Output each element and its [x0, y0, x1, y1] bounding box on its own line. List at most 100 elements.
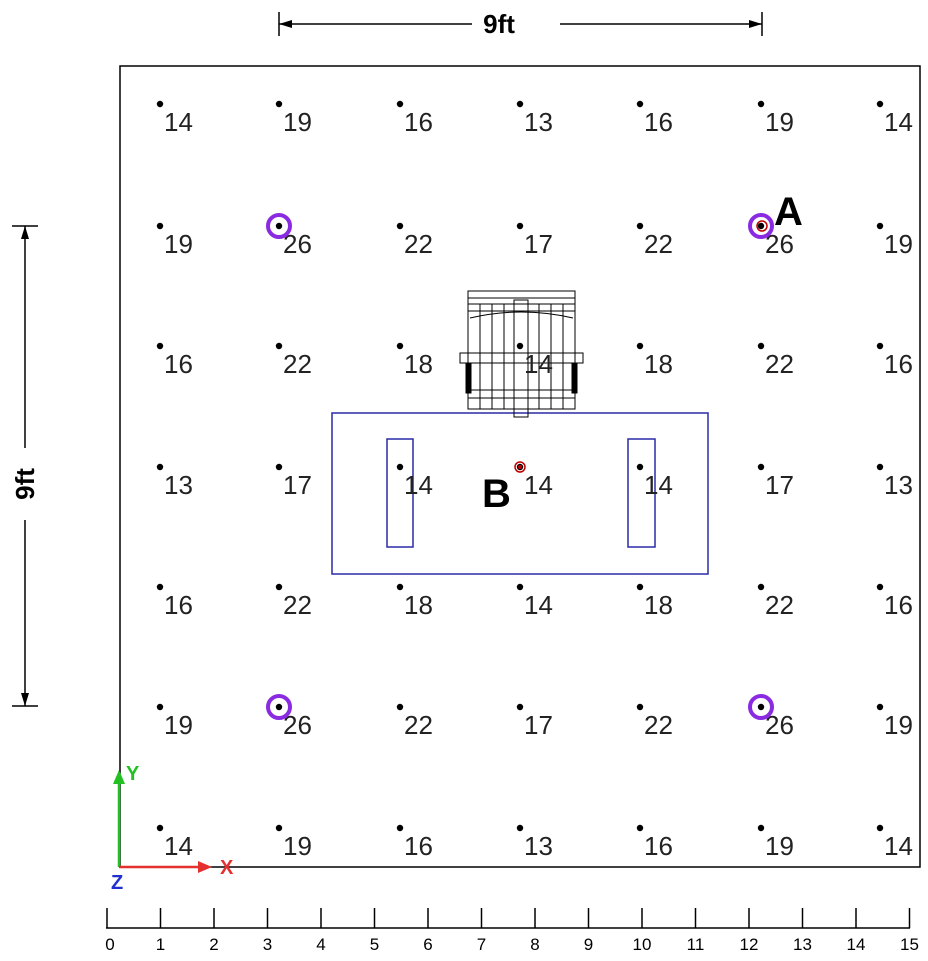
grid-point: 16 [156, 342, 193, 379]
height-dimension-arrow-top [21, 226, 29, 239]
scale-tick-label: 15 [900, 935, 919, 954]
width-dimension-label: 9ft [483, 9, 515, 39]
grid-point-dot [516, 703, 524, 711]
grid-point-dot [156, 583, 164, 591]
grid-point-value: 16 [164, 590, 193, 620]
grid-point-value: 22 [404, 229, 433, 259]
grid-point-dot [275, 583, 283, 591]
y-axis-arrow [113, 770, 125, 784]
grid-point-dot [636, 463, 644, 471]
grid-point-dot [757, 463, 765, 471]
marker-a-dot [756, 220, 768, 232]
room-outline [119, 65, 921, 868]
grid-point-dot [757, 342, 765, 350]
grid-point: 14 [156, 100, 193, 137]
grid-point-value: 14 [404, 470, 433, 500]
grid-point-dot [636, 342, 644, 350]
grid-point-dot [396, 342, 404, 350]
fixture-ring-4 [748, 694, 774, 720]
grid-point-dot [636, 583, 644, 591]
grid-point-value: 19 [884, 710, 913, 740]
grid-point-value: 22 [765, 590, 794, 620]
z-axis-label: Z [111, 872, 123, 894]
marker-a-label: A [774, 190, 803, 234]
width-dimension: 9ft [278, 9, 763, 39]
grid-point: 19 [275, 824, 312, 861]
grid-point-value: 13 [884, 470, 913, 500]
grid-point-value: 13 [524, 107, 553, 137]
grid-point: 22 [275, 583, 312, 620]
scale-tick-label: 0 [105, 935, 114, 954]
grid-point-dot [396, 100, 404, 108]
grid-point-dot [396, 463, 404, 471]
scale-tick-label: 4 [316, 935, 325, 954]
grid-point-dot [396, 703, 404, 711]
grid-point-value: 14 [524, 590, 553, 620]
table-right-panel [627, 438, 656, 548]
grid-point-value: 17 [524, 229, 553, 259]
grid-point-dot [516, 342, 524, 350]
grid-point: 14 [876, 100, 913, 137]
grid-point: 18 [396, 583, 433, 620]
fixture-ring-1 [266, 213, 292, 239]
grid-point: 26 [757, 703, 794, 740]
grid-point: 14 [156, 824, 193, 861]
height-dimension-label: 9ft [10, 468, 40, 500]
marker-b-dot [514, 461, 526, 473]
scale-tick-label: 9 [584, 935, 593, 954]
grid-point-dot [396, 824, 404, 832]
grid-point-value: 22 [283, 590, 312, 620]
grid-point-dot [275, 463, 283, 471]
grid-point: 14 [396, 463, 433, 500]
grid-point: 16 [876, 583, 913, 620]
grid-point-value: 19 [884, 229, 913, 259]
grid-point: 22 [396, 222, 433, 259]
grid-point: 22 [757, 342, 794, 379]
grid-point-value: 18 [644, 349, 673, 379]
grid-point: 22 [396, 703, 433, 740]
grid-point-value: 14 [524, 349, 553, 379]
grid-point-dot [876, 222, 884, 230]
grid-point-value: 16 [644, 831, 673, 861]
scale-tick-label: 14 [847, 935, 866, 954]
grid-point-value: 14 [524, 470, 553, 500]
scale-tick-label: 6 [423, 935, 432, 954]
grid-point-value: 14 [164, 107, 193, 137]
scale-tick-label: 2 [209, 935, 218, 954]
grid-point-value: 17 [765, 470, 794, 500]
scale-tick-label: 3 [263, 935, 272, 954]
grid-point: 19 [757, 100, 794, 137]
grid-point-value: 18 [404, 349, 433, 379]
x-axis-arrow [198, 861, 212, 873]
grid-point: 17 [757, 463, 794, 500]
grid-point-dot [156, 342, 164, 350]
grid-point: 22 [757, 583, 794, 620]
grid-point-value: 13 [524, 831, 553, 861]
grid-point-value: 18 [404, 590, 433, 620]
grid-point-dot [396, 583, 404, 591]
grid-point: 16 [396, 100, 433, 137]
grid-point-dot [876, 100, 884, 108]
grid-point-value: 19 [283, 107, 312, 137]
height-dimension-arrow-bottom [21, 693, 29, 706]
grid-point: 17 [275, 463, 312, 500]
grid-point: 14 [876, 824, 913, 861]
x-axis-label: X [220, 857, 234, 879]
grid-point-dot [275, 100, 283, 108]
grid-point-value: 19 [765, 107, 794, 137]
grid-point: 17 [516, 703, 553, 740]
scale-tick-label: 13 [793, 935, 812, 954]
grid-point-dot [275, 703, 283, 711]
overhead-fixture-drawing [459, 290, 584, 418]
grid-point-dot [636, 703, 644, 711]
grid-point: 16 [876, 342, 913, 379]
grid-point-value: 22 [765, 349, 794, 379]
width-dimension-arrow-right [749, 20, 762, 28]
grid-point-value: 22 [404, 710, 433, 740]
scale-tick-label: 1 [156, 935, 165, 954]
grid-point-value: 16 [404, 107, 433, 137]
marker-a: A [756, 190, 803, 234]
grid-point-value: 19 [164, 710, 193, 740]
grid-point: 16 [636, 100, 673, 137]
